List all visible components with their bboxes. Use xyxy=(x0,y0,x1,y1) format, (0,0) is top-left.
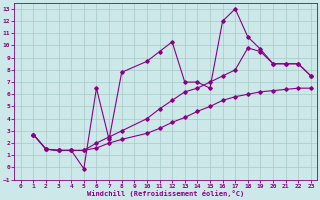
X-axis label: Windchill (Refroidissement éolien,°C): Windchill (Refroidissement éolien,°C) xyxy=(87,190,244,197)
